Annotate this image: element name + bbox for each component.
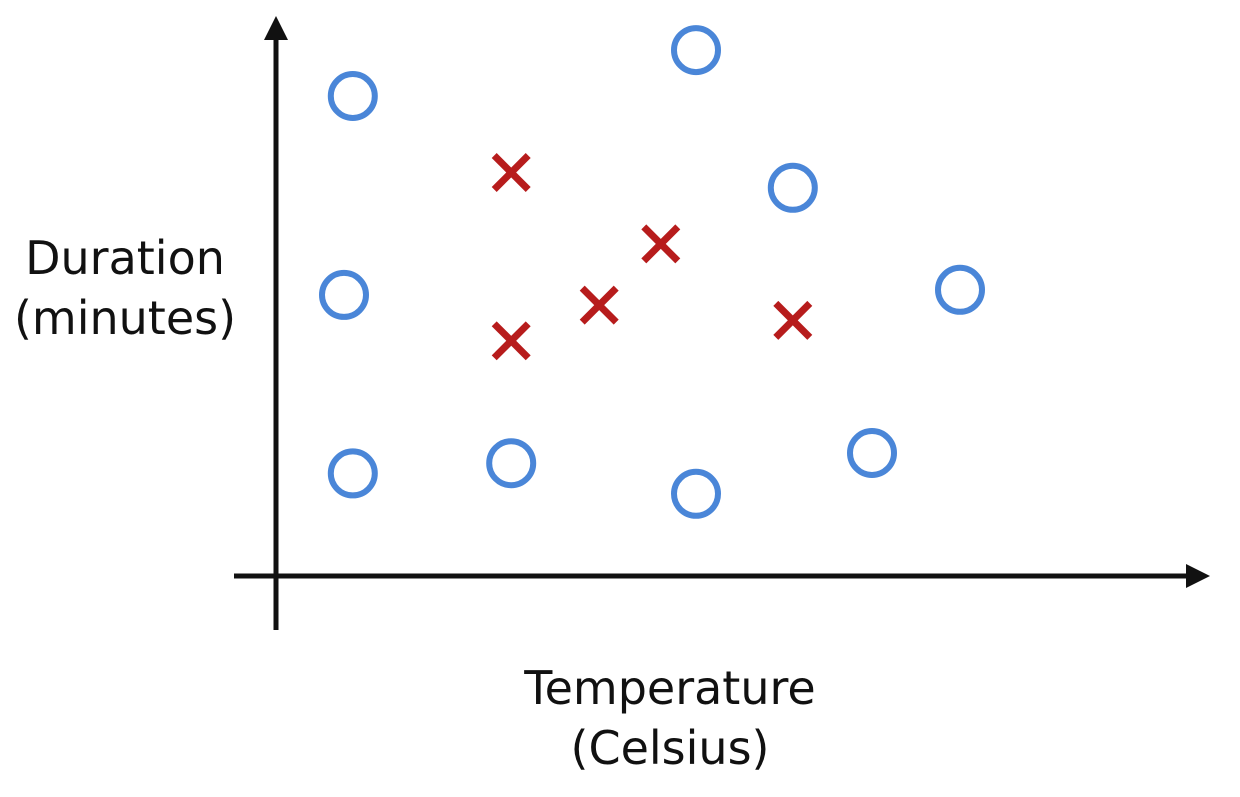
circle-data-point xyxy=(767,162,818,213)
circle-data-point xyxy=(671,25,721,76)
cross-data-point xyxy=(491,321,531,361)
cross-data-point xyxy=(579,285,619,325)
circle-data-point xyxy=(486,438,537,489)
cross-data-point xyxy=(773,300,813,340)
cross-data-point xyxy=(641,224,681,264)
data-points xyxy=(319,25,985,519)
cross-stroke xyxy=(641,224,681,264)
circle-data-point xyxy=(671,468,721,519)
y-axis-arrowhead xyxy=(264,16,288,40)
x-axis-label: Temperature (Celsius) xyxy=(470,658,870,778)
y-axis-label-line-2: (minutes) xyxy=(13,291,237,345)
x-axis-arrowhead xyxy=(1186,564,1210,588)
circle-data-point xyxy=(327,448,378,499)
cross-stroke xyxy=(579,285,619,325)
circle-data-point xyxy=(319,269,369,320)
circle-data-point xyxy=(327,71,378,121)
cross-stroke xyxy=(491,153,531,192)
cross-data-point xyxy=(491,153,531,192)
y-axis-label: Duration (minutes) xyxy=(0,228,250,348)
cross-stroke xyxy=(773,300,813,340)
cross-stroke xyxy=(491,321,531,361)
circle-data-point xyxy=(935,264,985,315)
circle-data-point xyxy=(847,428,897,478)
x-axis-label-line-2: (Celsius) xyxy=(570,721,770,775)
x-axis-label-line-1: Temperature xyxy=(524,661,816,715)
axes xyxy=(234,16,1210,630)
y-axis-label-line-1: Duration xyxy=(25,231,225,285)
